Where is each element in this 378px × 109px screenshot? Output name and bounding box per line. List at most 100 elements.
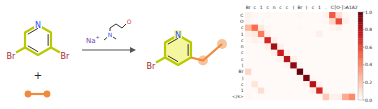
cell xyxy=(251,31,258,37)
cell xyxy=(245,31,252,37)
cell xyxy=(258,43,265,49)
x-label: c xyxy=(266,5,269,10)
ion-charge: + xyxy=(96,34,100,40)
cell xyxy=(284,62,291,68)
cell xyxy=(258,50,265,56)
colorbar-segment xyxy=(358,58,363,60)
x-label: c xyxy=(286,5,289,10)
cell xyxy=(336,62,343,68)
cell xyxy=(290,43,297,49)
cell xyxy=(251,62,258,68)
cell xyxy=(264,87,271,93)
cell xyxy=(310,12,317,18)
cell xyxy=(264,50,271,56)
colorbar-segment xyxy=(358,23,363,25)
x-label: ) xyxy=(306,5,308,10)
cell xyxy=(297,62,304,68)
cell xyxy=(284,31,291,37)
cell xyxy=(323,25,330,31)
x-label: c xyxy=(312,5,315,10)
cell xyxy=(323,18,330,24)
cell xyxy=(342,50,349,56)
cell xyxy=(329,25,336,31)
cell xyxy=(264,43,271,49)
cell xyxy=(271,25,278,31)
cell xyxy=(316,37,323,43)
cell xyxy=(310,50,317,56)
bond xyxy=(104,24,122,40)
cell xyxy=(277,81,284,87)
cell xyxy=(297,81,304,87)
colorbar-segment xyxy=(358,67,363,69)
x-label: [O-] xyxy=(334,5,343,10)
cell xyxy=(284,87,291,93)
cell xyxy=(277,18,284,24)
cell xyxy=(329,81,336,87)
cell xyxy=(329,37,336,43)
colorbar-label: 1.0 xyxy=(365,10,372,15)
cell xyxy=(277,31,284,37)
cell xyxy=(290,62,297,68)
cell xyxy=(349,87,356,93)
colorbar-segment xyxy=(358,26,363,28)
cell xyxy=(290,25,297,31)
cell xyxy=(245,75,252,81)
cell xyxy=(349,62,356,68)
atom: O xyxy=(127,18,132,25)
cell xyxy=(336,25,343,31)
cell xyxy=(336,50,343,56)
cell xyxy=(271,18,278,24)
x-label: Br xyxy=(246,5,251,10)
cell xyxy=(271,12,278,18)
cell xyxy=(271,69,278,75)
colorbar-segment xyxy=(358,79,363,81)
cell xyxy=(349,43,356,49)
cell xyxy=(251,56,258,62)
cell xyxy=(342,69,349,75)
reactant-ring xyxy=(25,25,51,55)
cell xyxy=(349,75,356,81)
cell xyxy=(342,18,349,24)
cell xyxy=(316,18,323,24)
bond xyxy=(156,58,165,63)
cell xyxy=(297,50,304,56)
cell xyxy=(342,56,349,62)
colorbar-segment xyxy=(358,30,363,32)
colorbar-segment xyxy=(358,84,363,86)
cell xyxy=(310,18,317,24)
colorbar-segment xyxy=(358,33,363,35)
cell xyxy=(277,37,284,43)
cell xyxy=(251,37,258,43)
cell xyxy=(323,43,330,49)
cell xyxy=(277,56,284,62)
cell xyxy=(297,37,304,43)
cell xyxy=(342,31,349,37)
cell xyxy=(316,50,323,56)
cell xyxy=(342,12,349,18)
cell xyxy=(303,62,310,68)
cell xyxy=(297,75,304,81)
colorbar-segment xyxy=(358,61,363,63)
cell xyxy=(271,43,278,49)
cell xyxy=(316,12,323,18)
cell xyxy=(277,62,284,68)
arrow-head xyxy=(130,47,136,53)
cell xyxy=(303,69,310,75)
x-label: A1A2 xyxy=(346,5,358,10)
cell xyxy=(258,37,265,43)
cell xyxy=(316,56,323,62)
colorbar-label: 0.2 xyxy=(365,80,372,85)
cell xyxy=(329,62,336,68)
cell xyxy=(316,25,323,31)
cell xyxy=(329,50,336,56)
cell xyxy=(284,25,291,31)
colorbar-label: 0.6 xyxy=(365,45,372,50)
cell xyxy=(323,50,330,56)
cell xyxy=(336,12,343,18)
cell xyxy=(336,87,343,93)
colorbar-segment xyxy=(358,21,363,23)
cell xyxy=(349,18,356,24)
colorbar-segment xyxy=(358,82,363,84)
colorbar-frame xyxy=(358,12,363,100)
plus: + xyxy=(34,70,42,81)
